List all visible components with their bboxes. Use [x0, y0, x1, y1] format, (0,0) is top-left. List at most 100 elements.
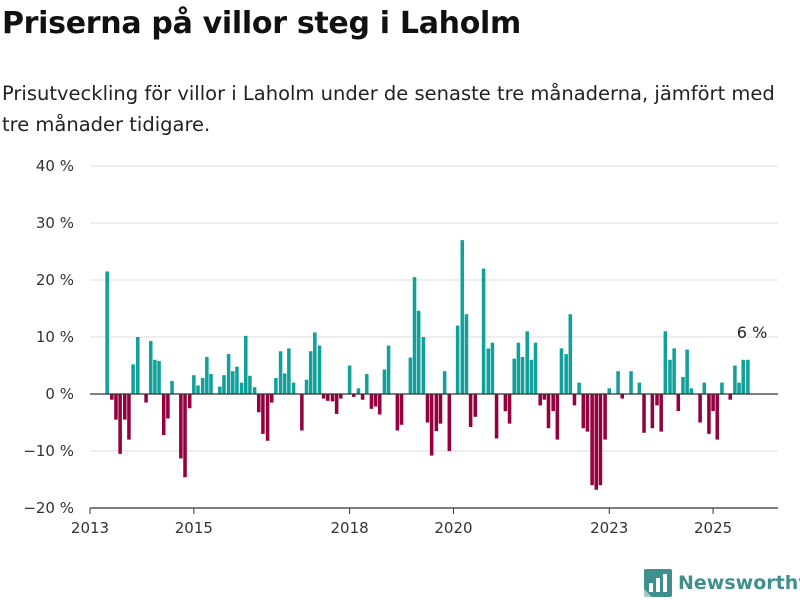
- bar: [308, 351, 313, 394]
- bar: [733, 365, 737, 394]
- bar: [231, 371, 235, 394]
- bar: [304, 379, 309, 394]
- bar: [317, 345, 322, 394]
- bar: [425, 394, 430, 423]
- bar: [546, 394, 551, 429]
- bar: [512, 358, 516, 394]
- bar: [222, 375, 226, 394]
- bar: [369, 394, 374, 409]
- bar: [490, 342, 495, 394]
- bar: [559, 348, 564, 394]
- bar: [421, 337, 426, 394]
- bar: [105, 271, 109, 394]
- bar: [702, 382, 707, 394]
- bar: [373, 394, 378, 407]
- bar: [434, 394, 439, 432]
- bar: [399, 394, 404, 425]
- bar: [564, 354, 568, 394]
- bar: [278, 351, 283, 394]
- bar: [313, 332, 317, 394]
- labels: −20 % −10 % 0 % 10 % 20 % 30 % 40 % 2013 2015 201…: [23, 157, 767, 537]
- bar: [711, 394, 715, 412]
- bar: [650, 394, 655, 429]
- y-tick-label: 10 %: [36, 328, 74, 346]
- bar: [603, 394, 607, 440]
- bar: [377, 394, 382, 415]
- bar: [239, 382, 244, 394]
- bar: [681, 376, 685, 394]
- bar: [300, 394, 304, 431]
- bar: [269, 394, 274, 403]
- bar: [110, 394, 114, 400]
- bar: [447, 394, 452, 451]
- bar: [620, 394, 625, 399]
- bar: [123, 394, 127, 420]
- y-tick-label: 40 %: [36, 157, 74, 175]
- bar: [516, 342, 521, 394]
- bar: [291, 382, 296, 394]
- bars: [105, 240, 750, 490]
- bar: [572, 394, 577, 406]
- bar: [114, 394, 118, 420]
- bar: [360, 394, 365, 400]
- y-tick-label: −10 %: [23, 442, 74, 460]
- bar: [533, 342, 538, 394]
- bar: [339, 394, 343, 399]
- bar: [218, 386, 222, 394]
- bar: [741, 359, 745, 394]
- bar: [598, 394, 603, 486]
- bar: [356, 388, 361, 394]
- bar: [187, 394, 192, 409]
- bar: [616, 371, 620, 394]
- bar: [135, 337, 140, 394]
- chart-title: Priserna på villor steg i Laholm: [2, 6, 521, 41]
- bar: [118, 394, 122, 454]
- last-value-label: 6 %: [737, 323, 767, 342]
- newsworthy-logo-icon: [644, 569, 672, 597]
- bar-chart: −20 % −10 % 0 % 10 % 20 % 30 % 40 % 2013 2015 201…: [23, 157, 778, 537]
- bar: [144, 394, 148, 403]
- bar: [728, 394, 733, 400]
- bar: [555, 394, 560, 440]
- x-tick-label: 2015: [175, 519, 213, 537]
- gridlines: [90, 165, 778, 509]
- bar: [551, 394, 555, 412]
- bar: [274, 378, 278, 394]
- bar: [607, 388, 612, 394]
- bar: [416, 310, 421, 394]
- bar: [386, 345, 391, 394]
- bar: [655, 394, 659, 406]
- bar: [321, 394, 326, 399]
- bar: [209, 374, 213, 394]
- y-tick-label: 20 %: [36, 271, 74, 289]
- x-tick-label: 2023: [590, 519, 628, 537]
- x-tick-label: 2020: [434, 519, 472, 537]
- bar: [672, 348, 676, 394]
- bar: [468, 394, 473, 428]
- axes: [89, 393, 778, 514]
- bar: [455, 325, 460, 394]
- bar: [438, 394, 443, 424]
- bar: [568, 314, 573, 394]
- y-tick-label: 0 %: [45, 385, 74, 403]
- bar: [460, 240, 465, 394]
- bar: [196, 385, 200, 394]
- bar: [525, 331, 529, 394]
- bar: [707, 394, 711, 434]
- bar: [659, 394, 663, 432]
- bar: [153, 359, 157, 394]
- bar: [481, 268, 486, 394]
- chart-subtitle: Prisutveckling för villor i Laholm under…: [2, 82, 775, 136]
- bar: [494, 394, 499, 439]
- bar: [161, 394, 166, 436]
- bar: [287, 348, 291, 394]
- bar: [577, 382, 581, 394]
- newsworthy-logo: Newsworthy: [644, 568, 800, 598]
- bar: [429, 394, 434, 456]
- bar: [179, 394, 183, 459]
- bar: [542, 394, 547, 400]
- bar: [330, 394, 335, 402]
- bar: [442, 371, 447, 394]
- y-tick-label: 30 %: [36, 214, 74, 232]
- bar: [503, 394, 508, 412]
